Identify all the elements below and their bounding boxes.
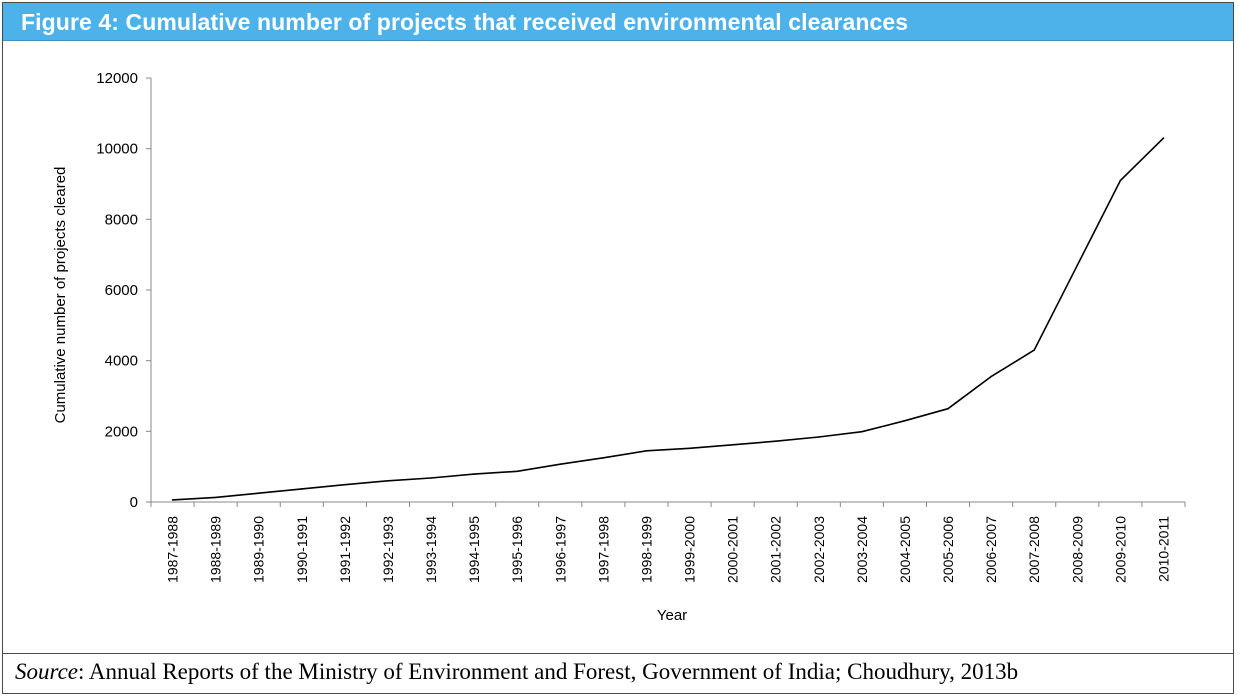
data-point [430,477,432,479]
source-label: Source [15,659,79,684]
x-tick-label: 2009-2010 [1112,516,1128,583]
y-tick-label: 0 [130,494,138,511]
data-point [688,447,691,450]
series-line [172,137,1165,501]
figure-title: Figure 4: Cumulative number of projects … [21,9,909,35]
x-tick-label: 1988-1989 [208,516,224,583]
data-point [904,419,906,422]
data-point [774,440,777,443]
data-point [990,375,992,378]
data-point [817,436,820,438]
data-point [1033,349,1036,351]
x-tick-label: 1995-1996 [509,516,525,583]
y-tick-label: 4000 [105,353,138,370]
data-point [387,480,389,482]
x-axis: 1987-1988 1988-1989 1989-1990 1990-1991 1991… [150,501,1186,583]
y-tick-label: 6000 [105,282,138,299]
x-tick-label: 2003-2004 [854,516,870,583]
data-point [1162,137,1165,139]
data-point [1076,264,1079,267]
data-point [257,492,260,494]
x-tick-label: 1993-1994 [423,516,439,583]
x-tick-label: 1994-1995 [466,516,482,583]
x-tick-label: 2004-2005 [897,516,913,583]
y-tick-label: 10000 [96,141,138,158]
figure-title-bar: Figure 4: Cumulative number of projects … [3,3,1233,41]
x-tick-label: 1992-1993 [380,516,396,583]
data-point [645,449,648,452]
x-axis-label: Year [657,607,687,624]
x-tick-label: 1996-1997 [552,516,568,583]
data-point [861,430,863,433]
y-tick-label: 8000 [105,211,138,228]
data-point [1119,179,1122,182]
x-tick-label: 2002-2003 [811,516,827,583]
data-point [171,499,174,501]
x-tick-label: 2000-2001 [725,516,741,583]
data-point [947,407,949,410]
x-tick-label: 2001-2002 [768,516,784,583]
x-tick-label: 1999-2000 [682,516,698,583]
x-tick-label: 1998-1999 [638,516,654,583]
x-tick-label: 1991-1992 [337,516,353,583]
x-tick-label: 1997-1998 [595,516,611,583]
data-point [344,483,346,486]
data-point [214,496,217,499]
x-tick-label: 2007-2008 [1026,516,1042,583]
x-tick-label: 2008-2009 [1069,516,1085,583]
x-tick-label: 1987-1988 [165,516,181,583]
data-point [516,470,519,473]
y-tick-label: 2000 [105,423,138,440]
x-tick-label: 2006-2007 [983,516,999,583]
series-group [171,137,1165,501]
data-point [473,473,475,475]
y-axis-label: Cumulative number of projects cleared [52,167,69,424]
source-text: : Annual Reports of the Ministry of Envi… [78,659,1019,684]
x-tick-label: 2005-2006 [940,516,956,583]
data-point [300,488,303,490]
y-axis: 0 2000 4000 6000 8000 10000 12000 [96,70,152,511]
data-point [559,463,562,465]
y-tick-label: 12000 [96,70,138,87]
x-tick-label: 2010-2011 [1155,516,1171,582]
source-divider [3,653,1233,654]
x-tick-label: 1990-1991 [294,516,310,583]
data-point [731,443,734,446]
data-point [602,457,605,459]
x-tick-label: 1989-1990 [251,516,267,583]
source-note: Source: Annual Reports of the Ministry o… [15,659,1018,685]
